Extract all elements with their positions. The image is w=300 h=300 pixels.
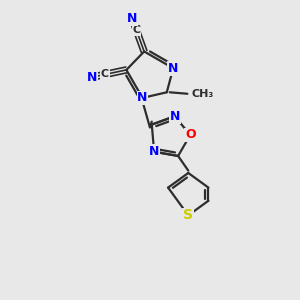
- Text: N: N: [137, 92, 148, 104]
- Text: N: N: [168, 62, 178, 75]
- Text: N: N: [149, 145, 159, 158]
- Text: O: O: [185, 128, 196, 141]
- Text: C: C: [101, 70, 109, 80]
- Text: N: N: [127, 12, 137, 25]
- Text: N: N: [87, 71, 97, 84]
- Text: C: C: [133, 25, 141, 35]
- Text: N: N: [169, 110, 180, 123]
- Text: S: S: [183, 208, 193, 222]
- Text: CH₃: CH₃: [192, 89, 214, 99]
